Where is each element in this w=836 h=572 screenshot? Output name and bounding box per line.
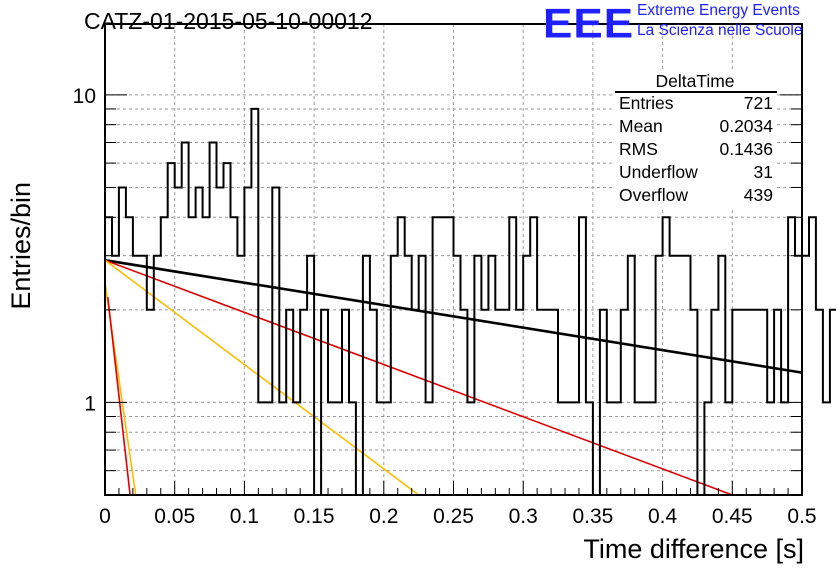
grid-lines bbox=[105, 24, 802, 496]
x-tick-label: 0.45 bbox=[712, 505, 753, 528]
stats-label: Overflow bbox=[619, 185, 689, 205]
logo-line-2: La Scienza nelle Scuole bbox=[637, 22, 803, 39]
x-tick-label: 0.1 bbox=[230, 505, 259, 528]
fit-curve bbox=[104, 259, 733, 496]
x-tick-label: 0.15 bbox=[294, 505, 335, 528]
eee-logo-icon: EEE bbox=[543, 0, 635, 47]
stats-row-rms: RMS 0.1436 bbox=[619, 138, 773, 160]
x-axis-label: Time difference [s] bbox=[583, 534, 804, 564]
x-tick-label: 0.2 bbox=[369, 505, 398, 528]
x-tick-label: 0 bbox=[99, 505, 111, 528]
chart-title: CATZ-01-2015-05-10-00012 bbox=[84, 8, 373, 34]
x-tick-label: 0.35 bbox=[572, 505, 613, 528]
y-tick-label: 1 bbox=[84, 392, 96, 415]
stats-value: 439 bbox=[743, 185, 773, 205]
stats-value: 31 bbox=[753, 162, 773, 182]
stats-label: Underflow bbox=[619, 162, 698, 182]
x-tick-label: 0.05 bbox=[154, 505, 195, 528]
stats-row-underflow: Underflow 31 bbox=[619, 161, 773, 183]
fit-curve bbox=[104, 258, 803, 374]
stats-value: 0.2034 bbox=[719, 116, 773, 136]
stats-row-entries: Entries 721 bbox=[619, 92, 773, 114]
y-tick-labels: 1 10 bbox=[73, 85, 96, 416]
y-axis-label: Entries/bin bbox=[6, 182, 36, 310]
stats-label: RMS bbox=[619, 139, 658, 159]
stats-row-mean: Mean 0.2034 bbox=[619, 115, 773, 137]
axis-ticks bbox=[104, 94, 803, 496]
stats-row-overflow: Overflow 439 bbox=[619, 184, 773, 206]
x-tick-label: 0.3 bbox=[509, 505, 538, 528]
logo-line-1: Extreme Energy Events bbox=[637, 2, 800, 19]
x-tick-label: 0.25 bbox=[433, 505, 474, 528]
stats-label: Mean bbox=[619, 116, 663, 136]
stats-box: DeltaTime Entries 721 Mean 0.2034 RMS 0.… bbox=[613, 71, 777, 207]
fit-curve bbox=[107, 297, 131, 496]
stats-box-title: DeltaTime bbox=[655, 71, 735, 91]
stats-box-divider bbox=[615, 91, 777, 93]
fit-curves bbox=[104, 258, 803, 496]
y-tick-label: 10 bbox=[73, 85, 96, 108]
stats-value: 0.1436 bbox=[719, 139, 773, 159]
x-tick-label: 0.4 bbox=[648, 505, 678, 528]
stats-label: Entries bbox=[619, 93, 674, 113]
x-tick-label: 0.5 bbox=[787, 505, 816, 528]
x-tick-labels: 0 0.05 0.1 0.15 0.2 0.25 0.3 0.35 0.4 0.45 0.5 bbox=[99, 505, 816, 528]
stats-value: 721 bbox=[743, 93, 773, 113]
fit-curve bbox=[104, 259, 420, 496]
